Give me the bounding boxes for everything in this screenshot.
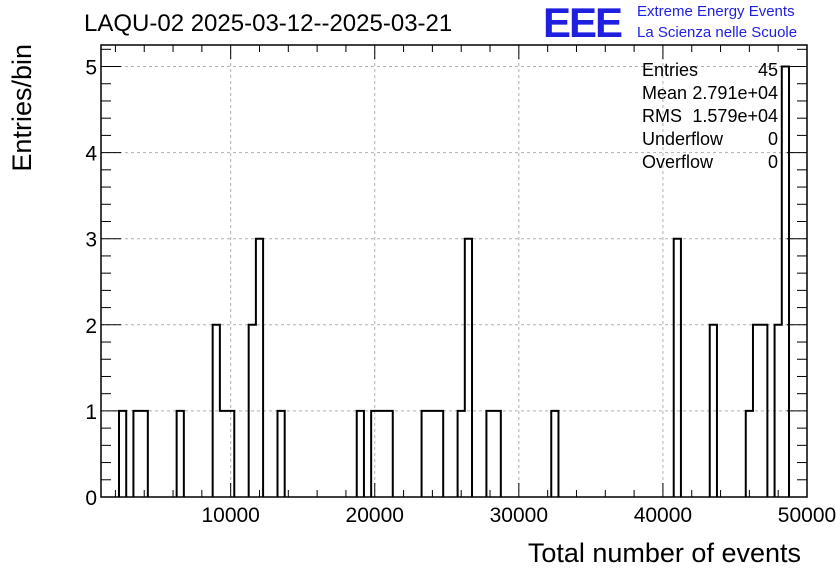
x-tick-label: 10000 <box>201 504 259 527</box>
histogram-outline <box>118 65 790 497</box>
x-tick-label: 50000 <box>778 504 836 527</box>
histogram-bin <box>710 325 717 497</box>
stat-value-mean: 2.791e+04 <box>692 83 778 103</box>
y-tick-label: 1 <box>85 401 97 424</box>
histogram-bin <box>674 239 681 497</box>
eee-logo: EEE <box>543 0 623 46</box>
histogram-bin <box>357 411 364 497</box>
stat-value-rms: 1.579e+04 <box>692 106 778 126</box>
y-tick-label: 2 <box>85 315 97 338</box>
histogram-bin <box>249 325 256 497</box>
histogram-bin <box>278 411 285 497</box>
x-tick-label: 40000 <box>634 504 692 527</box>
x-tick-labels: 10000 20000 30000 40000 50000 <box>201 504 836 527</box>
x-tick-label: 20000 <box>346 504 404 527</box>
axis-ticks <box>101 45 808 498</box>
stat-label-mean: Mean <box>642 83 688 103</box>
y-tick-label: 4 <box>85 143 97 166</box>
stat-value-underflow: 0 <box>767 129 778 149</box>
histogram-bin <box>753 325 767 497</box>
x-tick-label: 30000 <box>490 504 548 527</box>
plot-frame <box>100 44 808 498</box>
histogram-bin <box>458 411 465 497</box>
x-axis-title: Total number of events <box>528 538 801 568</box>
chart-title: LAQU-02 2025-03-12--2025-03-21 <box>84 10 453 37</box>
stat-value-entries: 45 <box>757 60 778 80</box>
histogram-bin <box>220 411 234 497</box>
y-tick-label: 5 <box>85 57 97 80</box>
stat-label-overflow: Overflow <box>642 152 714 172</box>
histogram-bin <box>177 411 184 497</box>
histogram-bin <box>133 411 147 497</box>
grid-lines <box>101 45 808 497</box>
histogram-bin <box>256 239 263 497</box>
histogram-bin <box>119 411 126 497</box>
y-tick-label: 0 <box>85 487 97 510</box>
histogram-bin <box>775 325 782 497</box>
stat-label-underflow: Underflow <box>642 129 724 149</box>
histogram-bin <box>551 411 558 497</box>
histogram-bin <box>213 325 220 497</box>
histogram-bin <box>465 239 472 497</box>
histogram-bin <box>782 67 789 497</box>
y-axis-title: Entries/bin <box>7 44 37 172</box>
histogram-bin <box>422 411 444 497</box>
histogram-bin <box>746 411 753 497</box>
stat-value-overflow: 0 <box>767 152 778 172</box>
histogram-bin <box>486 411 500 497</box>
y-tick-label: 3 <box>85 229 97 252</box>
logo-text-line2: La Scienza nelle Scuole <box>637 24 798 41</box>
histogram-bin <box>371 411 393 497</box>
stat-label-entries: Entries <box>642 60 699 80</box>
logo-text-line1: Extreme Energy Events <box>637 3 795 20</box>
stat-label-rms: RMS <box>642 106 682 126</box>
y-tick-labels: 0 1 2 3 4 5 <box>85 57 97 510</box>
